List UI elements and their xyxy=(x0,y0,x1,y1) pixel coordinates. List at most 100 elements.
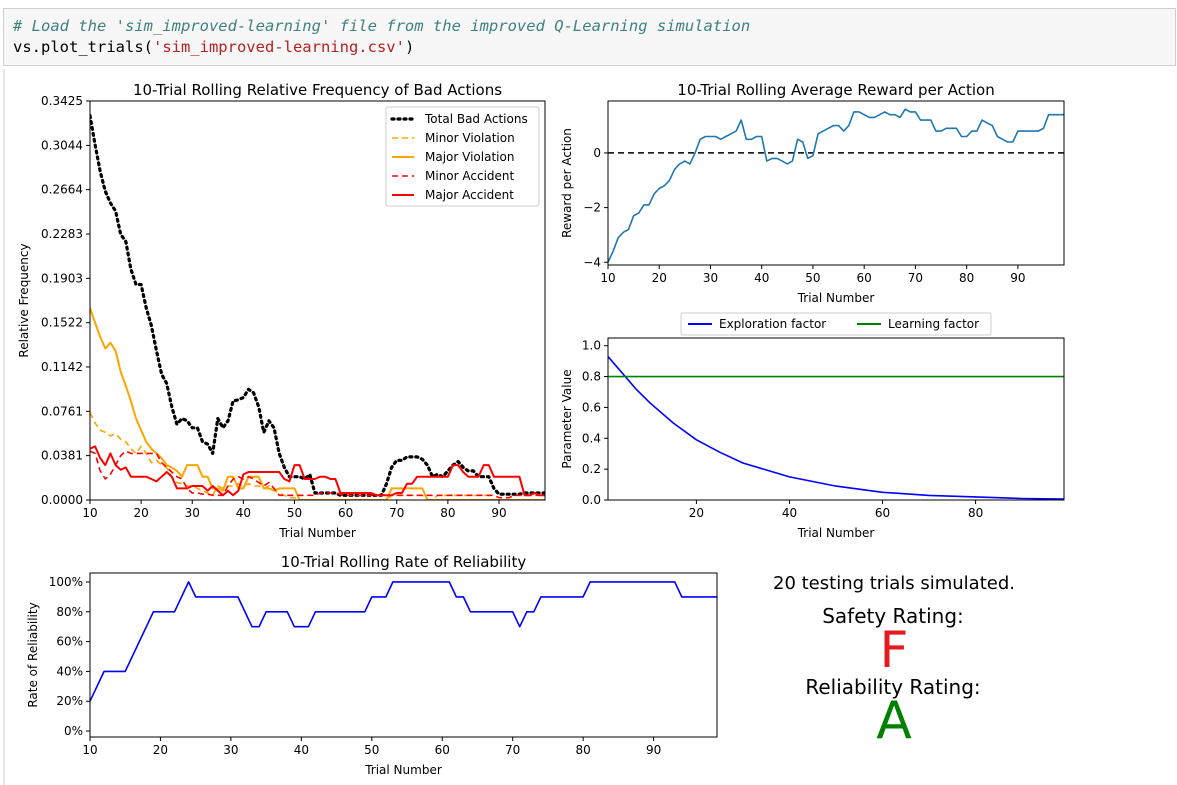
code-call: vs.plot_trials('sim_improved-learning.cs… xyxy=(13,38,414,56)
reliability-rating-grade: A xyxy=(876,691,912,751)
x-axis-label: Trial Number xyxy=(278,526,356,540)
chart-bad_actions: 10-Trial Rolling Relative Frequency of B… xyxy=(17,81,546,540)
y-tick-label: 0.3425 xyxy=(41,94,83,108)
y-tick-label: 80% xyxy=(56,605,83,619)
plot-frame xyxy=(607,100,1065,266)
x-tick-label: 80 xyxy=(576,743,591,757)
series-line-total-bad-actions xyxy=(90,113,545,497)
x-tick-label: 40 xyxy=(236,506,251,520)
output-prompt-bar xyxy=(3,69,5,785)
legend-box xyxy=(385,106,540,207)
safety-rating-label: Safety Rating: xyxy=(822,604,964,628)
legend-label: Major Violation xyxy=(425,150,514,164)
y-axis-label: Rate of Reliability xyxy=(26,602,40,707)
y-tick-label: 0.4 xyxy=(582,431,601,445)
y-tick-label: 40% xyxy=(56,664,83,678)
x-tick-label: 30 xyxy=(185,506,200,520)
x-tick-label: 90 xyxy=(646,743,661,757)
x-tick-label: 80 xyxy=(959,271,974,285)
x-axis-label: Trial Number xyxy=(797,526,875,540)
y-tick-label: 0.2283 xyxy=(41,227,83,241)
y-tick-label: 0% xyxy=(64,724,83,738)
x-tick-label: 90 xyxy=(1010,271,1025,285)
y-tick-label: 60% xyxy=(56,635,83,649)
series-line-major-accident xyxy=(90,445,545,497)
plot-frame xyxy=(607,337,1065,501)
x-tick-label: 10 xyxy=(82,506,97,520)
chart-title: 10-Trial Rolling Rate of Reliability xyxy=(281,553,527,571)
y-tick-label: 0.0761 xyxy=(41,404,83,418)
x-tick-label: 60 xyxy=(875,506,890,520)
x-tick-label: 20 xyxy=(689,506,704,520)
x-tick-label: 40 xyxy=(782,506,797,520)
chart-parameters: Trial Number Parameter Value 20 40 60 80 0.0 0.… xyxy=(560,312,1065,540)
legend-label: Minor Accident xyxy=(425,169,515,183)
x-tick-label: 60 xyxy=(435,743,450,757)
y-tick-label: 0.3044 xyxy=(41,138,83,152)
legend-label: Exploration factor xyxy=(719,317,826,331)
reliability-rating-label: Reliability Rating: xyxy=(805,675,981,699)
series-line-minor-accident xyxy=(90,450,545,499)
code-call-suffix: ) xyxy=(404,38,415,56)
series-line-0 xyxy=(90,581,717,702)
x-tick-label: 50 xyxy=(364,743,379,757)
series-line-major-violation xyxy=(90,307,545,500)
x-tick-label: 60 xyxy=(857,271,872,285)
y-tick-label: 0.2 xyxy=(582,462,601,476)
y-tick-label: −2 xyxy=(583,201,601,215)
x-axis-label: Trial Number xyxy=(364,763,442,777)
y-tick-label: 0.1903 xyxy=(41,271,83,285)
chart-reliability: 10-Trial Rolling Rate of Reliability Tria… xyxy=(26,553,718,777)
safety-rating-grade: F xyxy=(879,621,909,679)
x-axis-label: Trial Number xyxy=(797,291,875,305)
y-tick-label: 0.1142 xyxy=(41,360,83,374)
y-axis-label: Parameter Value xyxy=(560,369,574,468)
x-tick-label: 80 xyxy=(968,506,983,520)
code-cell[interactable]: # Load the 'sim_improved-learning' file … xyxy=(3,8,1176,66)
series-line-0 xyxy=(608,108,1064,263)
y-tick-label: 1.0 xyxy=(582,339,601,353)
legend-label: Learning factor xyxy=(888,317,979,331)
x-tick-label: 40 xyxy=(754,271,769,285)
chart-title: 10-Trial Rolling Relative Frequency of B… xyxy=(133,81,502,99)
x-tick-label: 20 xyxy=(652,271,667,285)
chart-title: 10-Trial Rolling Average Reward per Acti… xyxy=(677,81,994,99)
x-tick-label: 60 xyxy=(338,506,353,520)
y-tick-label: −4 xyxy=(583,255,601,269)
code-comment: # Load the 'sim_improved-learning' file … xyxy=(13,17,751,35)
x-tick-label: 40 xyxy=(294,743,309,757)
y-tick-label: 100% xyxy=(49,575,83,589)
legend-label: Major Accident xyxy=(425,188,514,202)
x-tick-label: 10 xyxy=(82,743,97,757)
plot-frame xyxy=(89,100,546,501)
x-tick-label: 70 xyxy=(389,506,404,520)
y-tick-label: 20% xyxy=(56,694,83,708)
y-tick-label: 0.6 xyxy=(582,400,601,414)
x-tick-label: 30 xyxy=(703,271,718,285)
x-tick-label: 30 xyxy=(223,743,238,757)
chart-avg_reward: 10-Trial Rolling Average Reward per Acti… xyxy=(560,81,1065,305)
plot-frame xyxy=(89,572,718,738)
x-tick-label: 50 xyxy=(805,271,820,285)
x-tick-label: 50 xyxy=(287,506,302,520)
y-tick-label: 0.0 xyxy=(582,493,601,507)
series-line-exploration-factor xyxy=(608,355,1064,500)
y-axis-label: Reward per Action xyxy=(560,128,574,238)
legend-label: Minor Violation xyxy=(425,131,515,145)
x-tick-label: 70 xyxy=(908,271,923,285)
chart-legend: Total Bad Actions Minor Violation Major Vi… xyxy=(385,106,540,207)
x-tick-label: 80 xyxy=(440,506,455,520)
y-tick-label: 0.1522 xyxy=(41,316,83,330)
y-tick-label: 0.8 xyxy=(582,370,601,384)
y-tick-label: 0 xyxy=(593,146,601,160)
y-tick-label: 0.2664 xyxy=(41,183,83,197)
y-tick-label: 0.0000 xyxy=(41,493,83,507)
legend-box xyxy=(680,312,992,336)
legend-label: Total Bad Actions xyxy=(424,112,528,126)
x-tick-label: 20 xyxy=(133,506,148,520)
x-tick-label: 90 xyxy=(491,506,506,520)
x-tick-label: 10 xyxy=(600,271,615,285)
code-call-prefix: vs.plot_trials( xyxy=(13,38,153,56)
y-tick-label: 0.0381 xyxy=(41,449,83,463)
